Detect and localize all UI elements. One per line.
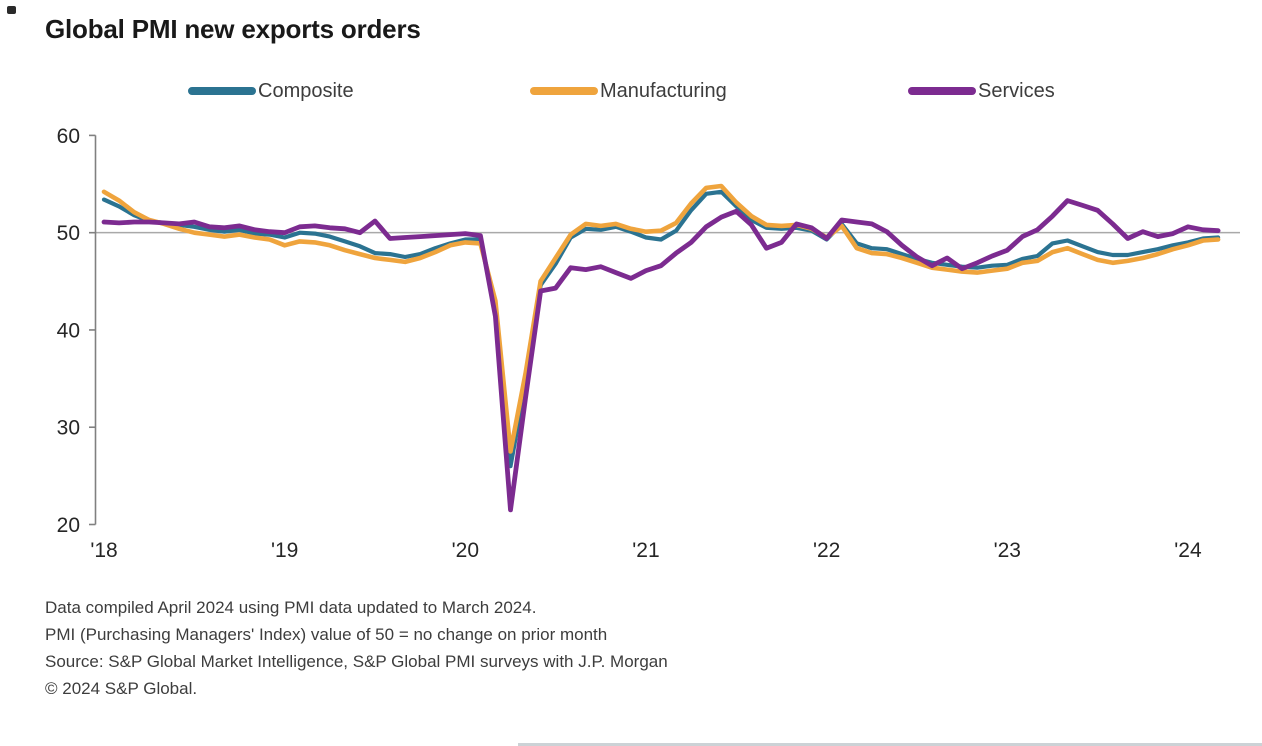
y-tick-label: 50 xyxy=(57,222,80,245)
x-tick-label: '24 xyxy=(1174,539,1202,562)
y-tick-label: 20 xyxy=(57,514,80,537)
services-line-swatch-icon xyxy=(908,87,976,95)
pmi-line-chart: 20 30 40 50 60 '18 '19 '20 '21 '22 '23 '24 xyxy=(57,125,1240,562)
x-tick-label: '22 xyxy=(813,539,840,562)
corner-artifact-mark xyxy=(7,6,16,14)
manufacturing-line xyxy=(101,183,1221,454)
footnote-source: Source: S&P Global Market Intelligence, … xyxy=(45,652,668,671)
x-tick-label: '20 xyxy=(452,539,479,562)
chart-footnotes: Data compiled April 2024 using PMI data … xyxy=(45,594,1145,702)
x-tick-label: '23 xyxy=(994,539,1021,562)
chart-title: Global PMI new exports orders xyxy=(45,14,421,44)
legend-item-manufacturing: Manufacturing xyxy=(530,78,727,104)
x-tick-label: '18 xyxy=(90,539,117,562)
y-tick-label: 30 xyxy=(57,417,80,440)
legend-item-composite: Composite xyxy=(188,78,354,104)
y-tick-label: 60 xyxy=(57,125,80,148)
footnote-data-compiled: Data compiled April 2024 using PMI data … xyxy=(45,598,537,617)
x-tick-label: '21 xyxy=(632,539,659,562)
legend-label-composite: Composite xyxy=(258,79,354,102)
legend-item-services: Services xyxy=(908,78,1055,104)
bottom-edge-strip xyxy=(518,743,1262,746)
legend-label-services: Services xyxy=(978,79,1055,102)
composite-line-swatch-icon xyxy=(188,87,256,95)
manufacturing-line-swatch-icon xyxy=(530,87,598,95)
footnote-copyright: © 2024 S&P Global. xyxy=(45,679,198,698)
x-tick-label: '19 xyxy=(271,539,298,562)
footnote-pmi-definition: PMI (Purchasing Managers' Index) value o… xyxy=(45,625,608,644)
services-line xyxy=(101,198,1221,513)
legend-label-manufacturing: Manufacturing xyxy=(600,79,727,102)
y-tick-label: 40 xyxy=(57,319,80,342)
composite-line xyxy=(101,189,1221,469)
chart-legend: Composite Manufacturing Services xyxy=(0,78,1262,104)
